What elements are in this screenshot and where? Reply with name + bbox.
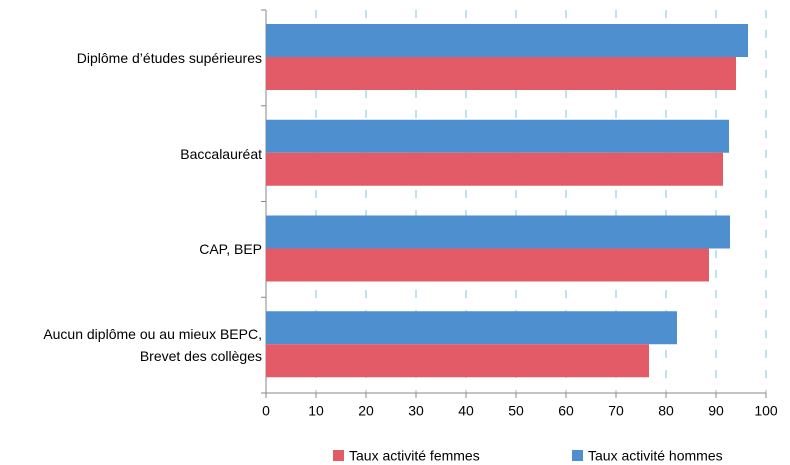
bar — [266, 311, 677, 345]
x-tick-label: 40 — [458, 403, 474, 419]
legend-swatch — [333, 450, 344, 461]
x-tick-label: 0 — [262, 403, 270, 419]
x-tick-label: 30 — [408, 403, 424, 419]
x-tick-label: 80 — [658, 403, 674, 419]
x-tick-label: 90 — [708, 403, 724, 419]
x-tick-label: 60 — [558, 403, 574, 419]
bar — [266, 344, 649, 378]
legend-label: Taux activité hommes — [588, 448, 723, 464]
x-tick-label: 100 — [754, 403, 778, 419]
bar — [266, 119, 729, 153]
bar — [266, 57, 736, 90]
x-tick-label: 10 — [308, 403, 324, 419]
legend-swatch — [572, 450, 583, 461]
bar — [266, 215, 730, 249]
x-tick-label: 50 — [508, 403, 524, 419]
y-tick-label: Baccalauréat — [180, 145, 262, 162]
bar — [266, 248, 709, 282]
bar — [266, 152, 723, 186]
y-tick-label: Aucun diplôme ou au mieux BEPC, Brevet d… — [43, 326, 262, 365]
y-tick-label: Diplôme d’études supérieures — [76, 49, 262, 66]
bar — [266, 24, 748, 57]
y-tick-label: CAP, BEP — [199, 241, 262, 258]
x-tick-label: 20 — [358, 403, 374, 419]
x-tick-label: 70 — [608, 403, 624, 419]
legend-label: Taux activité femmes — [349, 448, 480, 464]
